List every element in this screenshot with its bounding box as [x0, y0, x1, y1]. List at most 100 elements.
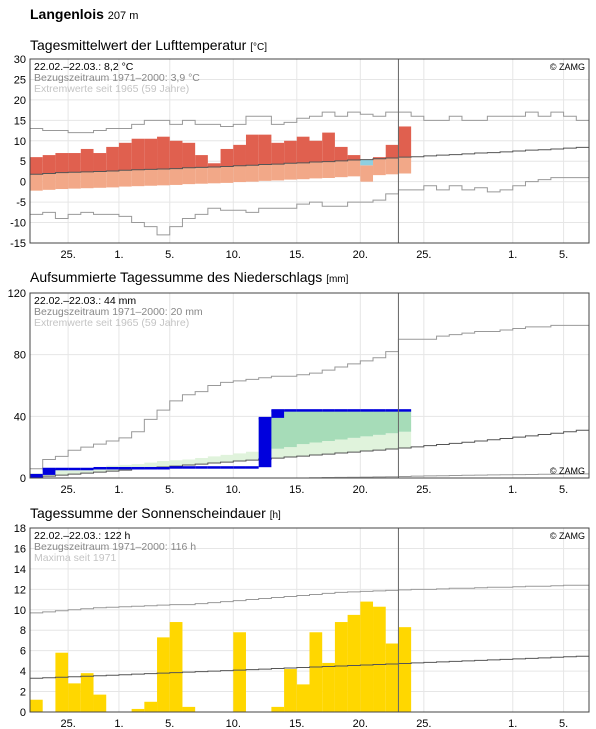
temperature-base-bar — [144, 169, 158, 186]
temperature-base-bar — [169, 168, 183, 185]
sunshine-bar — [309, 632, 323, 712]
sunshine-bar — [182, 706, 196, 712]
precipitation-accumulated-step — [347, 409, 361, 412]
precipitation-accumulated-step — [258, 416, 272, 420]
precipitation-accumulated-step — [309, 409, 323, 412]
y-tick-label: 5 — [20, 156, 26, 168]
temperature-base-bar — [42, 173, 56, 190]
x-tick-label: 5. — [559, 718, 568, 729]
sunshine-bar — [30, 699, 43, 712]
temperature-warm-bar — [169, 140, 183, 169]
sunshine-bar — [271, 706, 285, 712]
sunshine-bar — [55, 652, 69, 712]
legend-line: Extremwerte seit 1965 (59 Jahre) — [34, 83, 189, 95]
temperature-warm-bar — [334, 146, 348, 161]
temperature-warm-bar — [195, 155, 208, 168]
y-tick-label: -10 — [10, 218, 26, 230]
x-tick-label: 1. — [508, 718, 517, 729]
sunshine-bar — [157, 637, 170, 712]
sunshine-bar — [322, 662, 335, 712]
temperature-warm-bar — [347, 155, 361, 160]
temperature-base-bar — [385, 157, 399, 175]
x-tick-label: 25. — [60, 718, 75, 729]
legend-line: Bezugszeitraum 1971–2000: 20 mm — [34, 306, 203, 318]
temperature-base-bar — [233, 165, 246, 183]
y-tick-label: 25 — [14, 74, 26, 86]
x-tick-label: 25. — [416, 249, 431, 261]
y-tick-label: 20 — [14, 95, 26, 107]
precipitation-accumulated-step — [55, 467, 69, 471]
precipitation-accumulated-step — [144, 466, 158, 470]
y-tick-label: 8 — [20, 625, 26, 637]
temperature-warm-bar — [42, 155, 56, 174]
precipitation-accumulated-step — [245, 466, 259, 469]
x-tick-label: 5. — [165, 718, 174, 729]
temperature-base-bar — [80, 171, 94, 189]
precipitation-above-area — [30, 410, 412, 474]
precipitation-accumulated-step — [360, 409, 374, 412]
temperature-warm-bar — [309, 140, 323, 163]
temperature-base-bar — [347, 159, 361, 177]
precipitation-accumulated-step — [182, 466, 196, 469]
precipitation-accumulated-step — [195, 466, 208, 469]
temperature-warm-bar — [118, 142, 132, 171]
precipitation-increment-bar — [30, 474, 43, 478]
normal-line — [30, 429, 589, 478]
temperature-base-bar — [334, 160, 348, 178]
temperature-warm-bar — [373, 157, 386, 159]
temperature-base-bar — [398, 157, 412, 174]
x-tick-label: 20. — [353, 718, 368, 729]
legend-line: Maxima seit 1971 — [34, 552, 116, 564]
precipitation-increment-bar — [258, 417, 272, 468]
temperature-base-bar — [68, 172, 81, 189]
temperature-base-bar — [30, 174, 43, 191]
x-tick-label: 5. — [559, 484, 568, 496]
temperature-warm-bar — [296, 136, 310, 163]
x-tick-label: 5. — [559, 249, 568, 261]
temperature-base-bar — [106, 171, 119, 188]
credit-label: © ZAMG — [550, 62, 585, 72]
precipitation-accumulated-step — [398, 409, 412, 412]
legend-line: Extremwerte seit 1965 (59 Jahre) — [34, 317, 189, 329]
y-tick-label: 0 — [20, 707, 26, 719]
temperature-warm-bar — [144, 138, 158, 170]
precipitation-increment-bar — [271, 410, 285, 418]
temperature-warm-bar — [131, 138, 145, 170]
temperature-base-bar — [93, 171, 107, 188]
precipitation-accumulated-step — [220, 466, 234, 469]
x-tick-label: 10. — [226, 249, 241, 261]
legend-line: 22.02.–22.03.: 122 h — [34, 530, 130, 542]
temperature-warm-bar — [106, 146, 119, 172]
precipitation-accumulated-step — [80, 467, 94, 471]
precipitation-accumulated-step — [271, 409, 285, 412]
temperature-warm-bar — [30, 157, 43, 175]
temperature-warm-bar — [182, 142, 196, 168]
temperature-base-bar — [207, 166, 221, 184]
record-max-line — [30, 324, 589, 470]
sunshine-bar — [334, 622, 348, 712]
precipitation-accumulated-step — [322, 409, 335, 412]
temperature-base-bar — [322, 161, 335, 178]
temperature-panel-title: Tagesmittelwert der Lufttemperatur [°C] — [30, 37, 267, 53]
x-tick-label: 10. — [226, 718, 241, 729]
maxima-line — [30, 584, 589, 614]
x-tick-label: 1. — [508, 484, 517, 496]
temperature-base-bar — [284, 163, 297, 180]
sunshine-bar — [296, 684, 310, 712]
precipitation-accumulated-step — [131, 466, 145, 470]
normal-line — [30, 146, 589, 175]
plot-frame — [29, 58, 590, 244]
temperature-base-bar — [296, 162, 310, 180]
temperature-warm-bar — [55, 153, 69, 173]
sunshine-panel-title: Tagessumme der Sonnenscheindauer [h] — [30, 505, 281, 521]
precipitation-accumulated-step — [385, 409, 399, 412]
credit-label: © ZAMG — [550, 466, 585, 476]
precipitation-accumulated-step — [233, 466, 246, 469]
x-tick-label: 1. — [114, 718, 123, 729]
station-altitude: 207 m — [107, 10, 139, 22]
temperature-base-bar — [220, 166, 234, 183]
x-tick-label: 20. — [353, 249, 368, 261]
legend-line: Bezugszeitraum 1971–2000: 3,9 °C — [34, 72, 200, 84]
temperature-base-bar — [118, 170, 132, 187]
